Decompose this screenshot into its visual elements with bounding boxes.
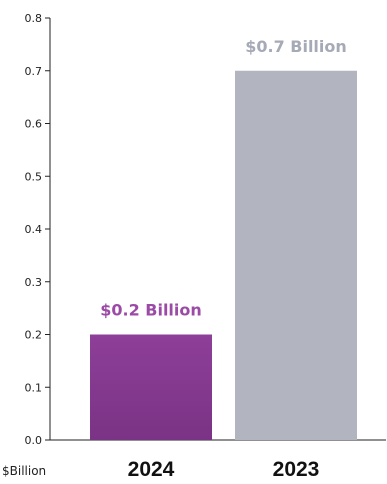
data-label-2023: $0.7 Billion <box>245 37 347 56</box>
y-tick-label: 0.2 <box>25 329 43 342</box>
category-label-2023: 2023 <box>273 458 320 481</box>
y-tick-label: 0.8 <box>25 12 43 25</box>
y-tick-label: 0.1 <box>25 381 43 394</box>
unit-label: $Billion <box>2 464 46 478</box>
bars <box>90 70 357 440</box>
data-label-2024: $0.2 Billion <box>100 301 202 320</box>
bar-2023 <box>235 70 357 440</box>
y-tick-label: 0.5 <box>25 170 43 183</box>
y-tick-label: 0.3 <box>25 276 43 289</box>
y-tick-label: 0.0 <box>25 434 43 447</box>
category-label-2024: 2024 <box>128 458 175 481</box>
y-tick-label: 0.6 <box>25 118 43 131</box>
labels: $0.2 Billion 2024 $0.7 Billion 2023 $Billion <box>2 37 347 481</box>
bar-2024 <box>90 334 212 440</box>
y-tick-label: 0.4 <box>25 223 43 236</box>
y-tick-label: 0.7 <box>25 65 43 78</box>
